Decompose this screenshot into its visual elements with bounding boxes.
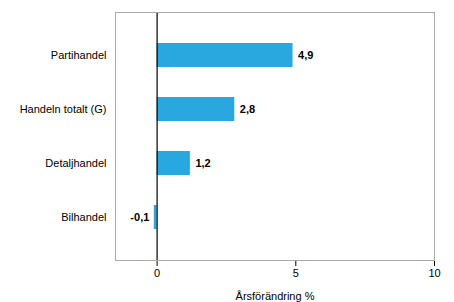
svg-text:Årsförändring %: Årsförändring %	[236, 290, 315, 302]
svg-text:Partihandel: Partihandel	[51, 49, 107, 61]
svg-text:2,8: 2,8	[240, 103, 255, 115]
svg-text:1,2: 1,2	[195, 157, 210, 169]
svg-text:10: 10	[428, 267, 440, 279]
svg-text:5: 5	[293, 267, 299, 279]
svg-text:Bilhandel: Bilhandel	[61, 211, 106, 223]
svg-text:-0,1: -0,1	[130, 211, 149, 223]
svg-text:Handeln totalt (G): Handeln totalt (G)	[20, 103, 107, 115]
svg-text:4,9: 4,9	[298, 49, 313, 61]
svg-text:Detaljhandel: Detaljhandel	[45, 157, 106, 169]
svg-text:0: 0	[154, 267, 160, 279]
